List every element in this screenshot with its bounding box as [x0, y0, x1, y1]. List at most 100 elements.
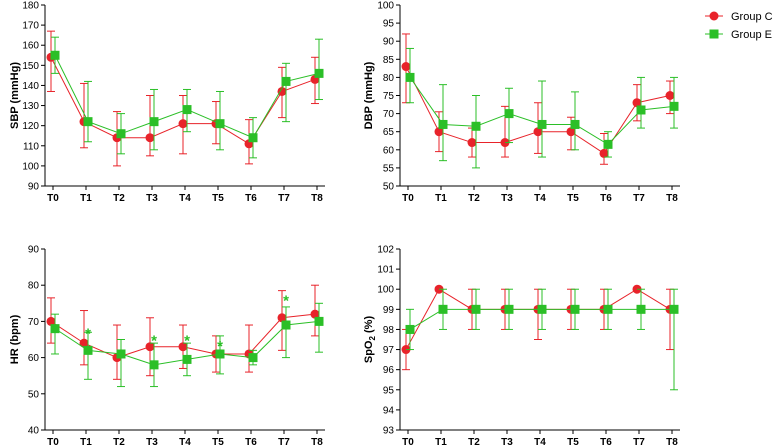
point-group-e — [248, 353, 258, 363]
legend-marker-group-c — [709, 11, 719, 21]
point-group-e — [50, 50, 60, 60]
x-tick-label: T8 — [666, 193, 678, 204]
point-group-e — [215, 119, 225, 129]
x-tick-label: T6 — [245, 437, 257, 448]
y-tick-label: 97 — [383, 345, 395, 356]
point-group-e — [471, 121, 481, 131]
significance-marker: * — [283, 293, 289, 310]
x-tick-label: T5 — [212, 437, 224, 448]
point-group-c — [178, 342, 188, 352]
point-group-c — [533, 127, 543, 137]
y-tick-label: 102 — [377, 245, 394, 256]
x-tick-label: T3 — [501, 437, 513, 448]
y-tick-label: 99 — [383, 305, 395, 316]
point-group-e — [248, 133, 258, 143]
y-tick-label: 150 — [22, 61, 39, 72]
y-tick-label: 65 — [383, 127, 395, 138]
y-tick-label: 170 — [22, 21, 39, 32]
point-group-e — [83, 345, 93, 355]
x-tick-label: T1 — [435, 437, 447, 448]
y-tick-label: 70 — [28, 317, 40, 328]
point-group-e — [314, 316, 324, 326]
x-tick-label: T1 — [80, 193, 92, 204]
significance-marker: * — [217, 338, 223, 355]
point-group-c — [145, 133, 155, 143]
y-tick-label: 40 — [28, 426, 40, 437]
point-group-e — [537, 119, 547, 129]
point-group-e — [438, 304, 448, 314]
point-group-c — [566, 127, 576, 137]
point-group-e — [603, 304, 613, 314]
x-tick-label: T4 — [179, 193, 191, 204]
y-tick-label: 93 — [383, 426, 395, 437]
y-axis-label-subscript: 2 — [368, 336, 377, 341]
significance-marker: * — [151, 333, 157, 350]
x-tick-label: T8 — [666, 437, 678, 448]
point-group-c — [46, 316, 56, 326]
x-tick-label: T5 — [567, 437, 579, 448]
y-tick-label: 90 — [383, 37, 395, 48]
point-group-c — [665, 91, 675, 100]
point-group-e — [570, 119, 580, 129]
x-tick-label: T6 — [600, 193, 612, 204]
y-tick-label: 85 — [383, 55, 395, 66]
x-tick-label: T3 — [146, 193, 158, 204]
y-tick-label: 110 — [23, 141, 39, 152]
x-tick-label: T1 — [435, 193, 447, 204]
y-tick-label: 55 — [383, 163, 395, 174]
point-group-e — [182, 105, 192, 115]
x-tick-label: T0 — [47, 193, 59, 204]
y-axis-label-unit: (%) — [363, 316, 375, 337]
y-tick-label: 80 — [28, 281, 40, 292]
x-tick-label: T4 — [534, 437, 546, 448]
chart-panel-3: 40 50 60 70 80 90 T0 T1 T2 T3 T4 T5 T6 T7 T8 HR (bpm) * *… — [9, 245, 325, 448]
point-group-c — [145, 342, 155, 352]
legend-label-group-e: Group E — [731, 29, 772, 41]
point-group-c — [467, 138, 477, 148]
x-tick-label: T2 — [113, 437, 125, 448]
y-tick-label: 50 — [383, 182, 395, 193]
point-group-c — [434, 127, 444, 137]
y-tick-label: 100 — [22, 161, 39, 172]
chart-panel-1: 90 100 110 120 130 140 150 160 170 180 T0 T1 T2 T3 T4 T… — [9, 1, 325, 204]
y-tick-label: 101 — [377, 265, 394, 276]
y-tick-label: 95 — [383, 385, 395, 396]
point-group-c — [79, 338, 89, 348]
x-tick-label: T1 — [80, 437, 92, 448]
x-tick-label: T2 — [113, 193, 125, 204]
x-tick-label: T4 — [179, 437, 191, 448]
x-tick-label: T7 — [633, 193, 645, 204]
x-tick-label: T4 — [534, 193, 546, 204]
point-group-e — [504, 109, 514, 119]
point-group-e — [149, 360, 159, 370]
y-tick-label: 50 — [28, 389, 40, 400]
x-tick-label: T0 — [47, 437, 59, 448]
point-group-e — [182, 354, 192, 364]
y-tick-label: 94 — [383, 405, 395, 416]
point-group-c — [178, 119, 188, 129]
x-tick-label: T2 — [468, 193, 480, 204]
point-group-e — [405, 324, 415, 334]
x-tick-label: T5 — [567, 193, 579, 204]
y-tick-label: 90 — [28, 182, 40, 193]
point-group-e — [471, 304, 481, 314]
y-tick-label: 98 — [383, 325, 395, 336]
y-tick-label: 70 — [383, 109, 395, 120]
y-tick-label: 160 — [22, 41, 39, 52]
point-group-e — [570, 304, 580, 314]
y-tick-label: 75 — [383, 91, 395, 102]
significance-marker: * — [184, 333, 190, 350]
x-tick-label: T7 — [278, 437, 290, 448]
point-group-e — [603, 139, 613, 149]
y-tick-label: 60 — [383, 145, 395, 156]
point-group-e — [669, 304, 679, 314]
point-group-e — [149, 117, 159, 127]
x-tick-label: T7 — [633, 437, 645, 448]
x-tick-label: T0 — [402, 437, 414, 448]
point-group-c — [401, 62, 411, 72]
y-tick-label: 95 — [383, 19, 395, 30]
point-group-e — [281, 76, 291, 86]
point-group-e — [669, 101, 679, 111]
y-axis-label-main: SpO — [363, 340, 375, 363]
